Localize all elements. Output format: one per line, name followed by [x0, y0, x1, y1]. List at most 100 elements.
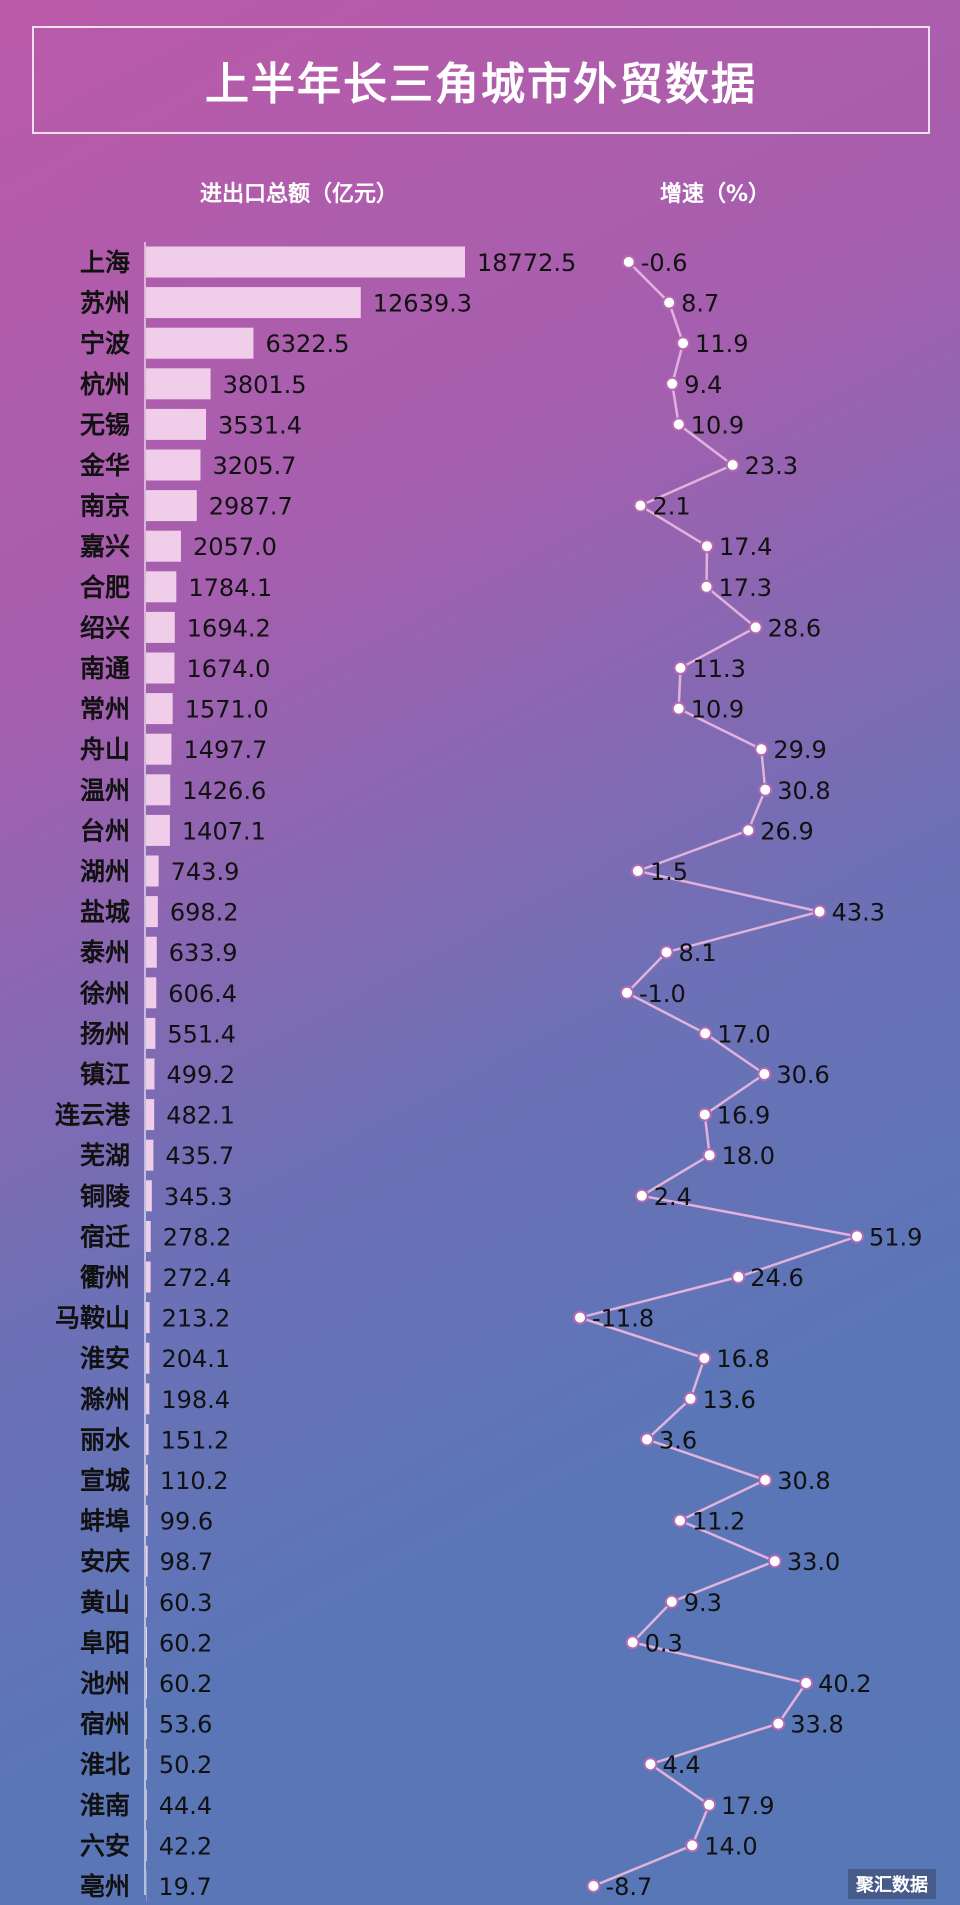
bar-value-label: 151.2	[161, 1426, 230, 1454]
bar-value-label: 98.7	[160, 1548, 213, 1576]
bar-value-label: 6322.5	[265, 330, 349, 358]
bar-value-label: 213.2	[162, 1305, 231, 1333]
growth-value-label: 40.2	[818, 1670, 871, 1698]
bar-value-label: 2987.7	[209, 493, 293, 521]
city-label: 盐城	[80, 898, 130, 927]
bar	[146, 1383, 150, 1415]
growth-point	[643, 1757, 658, 1772]
bar-value-label: 551.4	[167, 1020, 236, 1048]
city-label: 宿迁	[80, 1222, 130, 1251]
city-label: 绍兴	[80, 613, 130, 642]
bar	[146, 1220, 151, 1252]
growth-value-label: 17.9	[721, 1792, 774, 1820]
growth-value-label: 8.1	[679, 939, 717, 967]
bar	[146, 1261, 151, 1293]
growth-point	[573, 1310, 587, 1325]
city-label: 常州	[80, 695, 130, 724]
growth-value-label: 2.4	[654, 1183, 692, 1211]
city-label: 淮北	[80, 1750, 130, 1779]
growth-value-label: 3.6	[659, 1426, 697, 1454]
bar-value-label: 12639.3	[373, 290, 472, 318]
growth-value-label: -11.8	[592, 1305, 654, 1333]
city-label: 舟山	[80, 735, 130, 764]
growth-value-label: 10.9	[691, 411, 744, 439]
bar-value-label: 204.1	[161, 1345, 230, 1373]
growth-point	[625, 1635, 640, 1650]
growth-value-label: 11.3	[692, 655, 745, 683]
bar	[146, 1017, 156, 1049]
bar	[146, 1180, 152, 1212]
bar-value-label: 60.2	[159, 1629, 212, 1657]
bar-value-label: 60.2	[159, 1670, 212, 1698]
city-label: 无锡	[80, 410, 130, 439]
bar	[146, 490, 197, 522]
bar	[146, 611, 175, 643]
growth-value-label: 16.8	[716, 1345, 769, 1373]
bar-value-label: 18772.5	[477, 249, 576, 277]
growth-point	[662, 295, 677, 310]
growth-point	[767, 1554, 782, 1569]
bar-value-label: 3205.7	[212, 452, 296, 480]
growth-value-label: 30.8	[777, 1467, 830, 1495]
bar-value-label: 110.2	[160, 1467, 229, 1495]
growth-value-label: 18.0	[722, 1142, 775, 1170]
growth-value-label: 11.2	[692, 1508, 745, 1536]
growth-point	[671, 701, 686, 716]
growth-point	[698, 1026, 713, 1041]
bar-value-label: 2057.0	[193, 533, 277, 561]
growth-point	[633, 498, 648, 513]
growth-point	[731, 1270, 746, 1284]
bar	[146, 1829, 147, 1861]
bar	[146, 1545, 148, 1577]
bar-value-label: 3531.4	[218, 411, 302, 439]
growth-value-label: 23.3	[745, 452, 798, 480]
growth-value-label: 9.4	[684, 371, 722, 399]
growth-value-label: 28.6	[768, 614, 821, 642]
bar	[146, 652, 175, 684]
city-label: 安庆	[80, 1547, 130, 1576]
bar	[146, 855, 159, 887]
growth-value-label: 26.9	[760, 817, 813, 845]
growth-point	[671, 417, 686, 432]
city-label: 黄山	[80, 1588, 130, 1617]
bar	[146, 814, 170, 846]
city-label: 宁波	[80, 329, 131, 358]
bar	[146, 1667, 148, 1699]
bar-value-label: 44.4	[159, 1792, 212, 1820]
growth-value-label: 30.6	[776, 1061, 829, 1089]
bar	[146, 1302, 150, 1334]
growth-value-label: 2.1	[652, 493, 690, 521]
city-label: 淮南	[80, 1791, 130, 1820]
growth-value-label: 29.9	[773, 736, 826, 764]
bar	[146, 1423, 149, 1455]
bar-value-label: 99.6	[160, 1508, 213, 1536]
bar	[146, 936, 157, 968]
growth-point	[748, 620, 763, 635]
growth-point	[702, 1148, 717, 1163]
bar-value-label: 1426.6	[182, 777, 266, 805]
city-label: 滁州	[80, 1385, 130, 1414]
growth-value-label: 17.0	[717, 1020, 770, 1048]
city-label: 南通	[80, 654, 130, 683]
city-label: 泰州	[80, 938, 130, 967]
bar	[146, 287, 361, 319]
growth-value-label: 43.3	[832, 899, 885, 927]
city-label: 淮安	[80, 1344, 130, 1373]
city-label: 宿州	[80, 1710, 130, 1739]
growth-point	[850, 1229, 864, 1244]
growth-point	[621, 255, 636, 269]
growth-value-label: 17.4	[719, 533, 772, 561]
growth-value-label: 0.3	[645, 1629, 683, 1657]
growth-point	[697, 1107, 712, 1122]
city-labels: 上海苏州宁波杭州无锡金华南京嘉兴合肥绍兴南通常州舟山温州台州湖州盐城泰州徐州扬州…	[55, 248, 131, 1901]
bar-value-label: 198.4	[161, 1386, 230, 1414]
city-label: 池州	[80, 1669, 130, 1698]
growth-point	[586, 1879, 601, 1893]
growth-point	[673, 661, 688, 675]
growth-value-label: 4.4	[662, 1751, 700, 1779]
growth-point	[639, 1432, 654, 1447]
bar-value-label: 1674.0	[186, 655, 270, 683]
city-label: 宣城	[80, 1466, 130, 1495]
